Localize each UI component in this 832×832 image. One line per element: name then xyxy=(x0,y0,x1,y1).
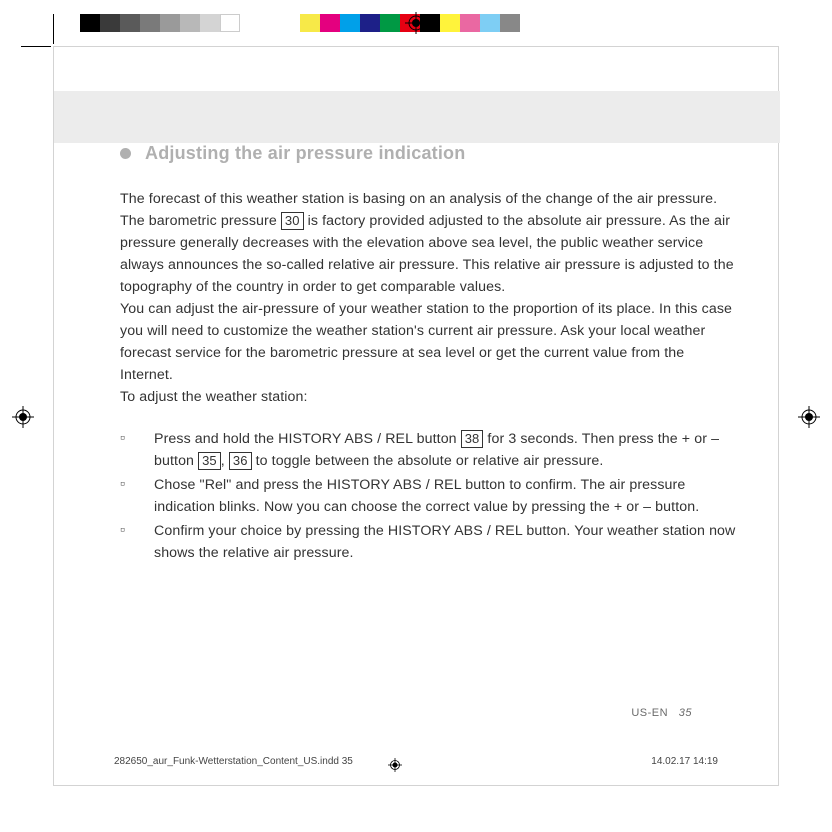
registration-mark-icon xyxy=(798,406,820,428)
slug-date: 14.02.17 14:19 xyxy=(651,756,718,767)
heading-text: Adjusting the air pressure indication xyxy=(145,143,465,164)
step-text: Chose "Rel" and press the HISTORY ABS / … xyxy=(154,474,740,518)
header-gray-bar xyxy=(54,91,780,143)
slug-line: 282650_aur_Funk-Wetterstation_Content_US… xyxy=(114,756,353,767)
ref-box: 30 xyxy=(281,212,304,230)
paragraph-text: The barometric pressure xyxy=(120,213,281,229)
printer-color-bar xyxy=(80,14,520,32)
step-marker-icon: ▫ xyxy=(120,520,154,564)
list-item: ▫ Confirm your choice by pressing the HI… xyxy=(120,520,740,564)
ref-box: 38 xyxy=(461,430,484,448)
bullet-icon xyxy=(120,148,131,159)
registration-mark-icon xyxy=(388,758,402,772)
crop-mark xyxy=(21,46,51,47)
page-number: US-EN 35 xyxy=(631,707,692,719)
ref-box: 36 xyxy=(229,452,252,470)
content-area: Adjusting the air pressure indication Th… xyxy=(120,143,740,566)
step-marker-icon: ▫ xyxy=(120,474,154,518)
paragraph-text: To adjust the weather station: xyxy=(120,389,308,405)
steps-list: ▫ Press and hold the HISTORY ABS / REL b… xyxy=(120,428,740,564)
step-text: Press and hold the HISTORY ABS / REL but… xyxy=(154,428,740,472)
step-text: Confirm your choice by pressing the HIST… xyxy=(154,520,740,564)
page-frame: Adjusting the air pressure indication Th… xyxy=(53,46,779,786)
paragraph-text: You can adjust the air-pressure of your … xyxy=(120,301,732,383)
registration-mark-icon xyxy=(405,12,427,34)
registration-mark-icon xyxy=(12,406,34,428)
paragraph-text: The forecast of this weather station is … xyxy=(120,191,717,207)
body-text: The forecast of this weather station is … xyxy=(120,188,740,408)
list-item: ▫ Press and hold the HISTORY ABS / REL b… xyxy=(120,428,740,472)
crop-mark xyxy=(53,14,54,44)
step-marker-icon: ▫ xyxy=(120,428,154,472)
ref-box: 35 xyxy=(198,452,221,470)
section-heading: Adjusting the air pressure indication xyxy=(120,143,740,164)
list-item: ▫ Chose "Rel" and press the HISTORY ABS … xyxy=(120,474,740,518)
